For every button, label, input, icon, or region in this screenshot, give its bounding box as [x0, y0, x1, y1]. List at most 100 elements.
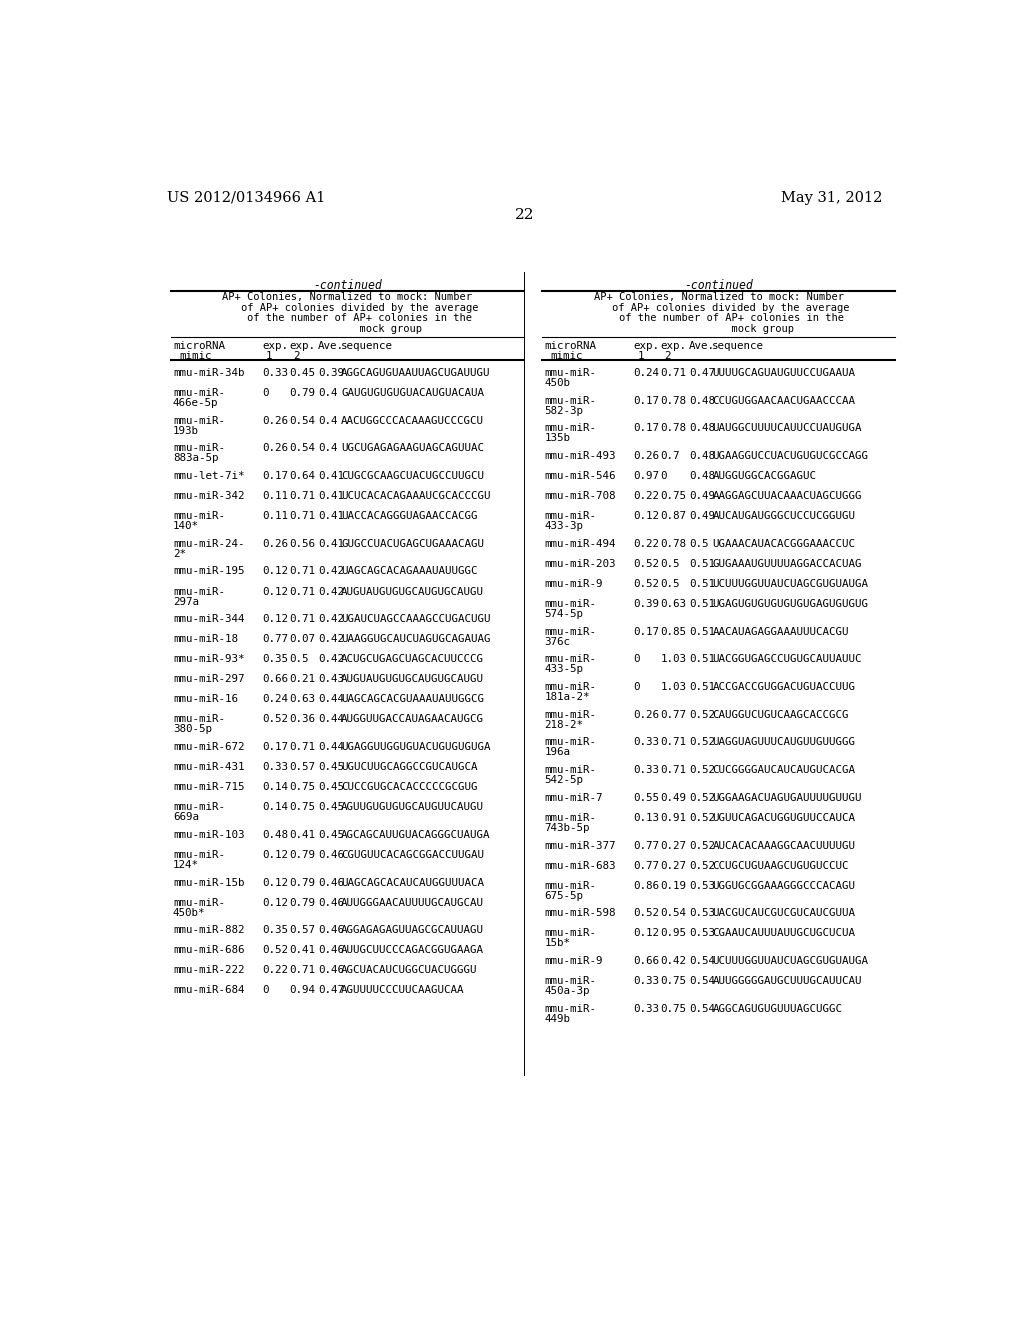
Text: 0.42: 0.42: [317, 655, 344, 664]
Text: 0.75: 0.75: [289, 803, 315, 812]
Text: UAGCAGCACAGAAAUAUUGGC: UAGCAGCACAGAAAUAUUGGC: [341, 566, 477, 577]
Text: 0.51: 0.51: [689, 655, 715, 664]
Text: mmu-miR-: mmu-miR-: [544, 424, 596, 433]
Text: AUUGGGGGAUGCUUUGCAUUCAU: AUUGGGGGAUGCUUUGCAUUCAU: [713, 977, 862, 986]
Text: 0.42: 0.42: [317, 586, 344, 597]
Text: -continued: -continued: [313, 280, 382, 292]
Text: UGAGUGUGUGUGUGUGAGUGUGUG: UGAGUGUGUGUGUGUGAGUGUGUG: [713, 599, 868, 609]
Text: mmu-miR-: mmu-miR-: [544, 928, 596, 939]
Text: AGUUGUGUGUGCAUGUUCAUGU: AGUUGUGUGUGCAUGUUCAUGU: [341, 803, 484, 812]
Text: 0.41: 0.41: [317, 539, 344, 549]
Text: AGGAGAGAGUUAGCGCAUUAGU: AGGAGAGAGUUAGCGCAUUAGU: [341, 925, 484, 936]
Text: AGGCAGUGUAAUUAGCUGAUUGU: AGGCAGUGUAAUUAGCUGAUUGU: [341, 368, 490, 378]
Text: 0.45: 0.45: [317, 830, 344, 840]
Text: Ave.: Ave.: [317, 341, 344, 351]
Text: 0.26: 0.26: [633, 451, 659, 461]
Text: AGCUACAUCUGGCUACUGGGU: AGCUACAUCUGGCUACUGGGU: [341, 965, 477, 975]
Text: of the number of AP+ colonies in the: of the number of AP+ colonies in the: [222, 313, 472, 323]
Text: mmu-miR-: mmu-miR-: [544, 599, 596, 609]
Text: UCUUUGGUUAUCUAGCGUGUAUGA: UCUUUGGUUAUCUAGCGUGUAUGA: [713, 956, 868, 966]
Text: 0.13: 0.13: [633, 813, 659, 822]
Text: AUCAUGAUGGGCUCCUCGGUGU: AUCAUGAUGGGCUCCUCGGUGU: [713, 511, 855, 521]
Text: 0.52: 0.52: [689, 766, 715, 775]
Text: UCUCACACAGAAAUCGCACCCGU: UCUCACACAGAAAUCGCACCCGU: [341, 491, 490, 502]
Text: 0: 0: [262, 388, 268, 397]
Text: UACGUCAUCGUCGUCAUCGUUA: UACGUCAUCGUCGUCAUCGUUA: [713, 908, 855, 919]
Text: UUUUGCAGUAUGUUCCUGAAUA: UUUUGCAGUAUGUUCCUGAAUA: [713, 368, 855, 378]
Text: 297a: 297a: [173, 597, 199, 606]
Text: 0.49: 0.49: [689, 491, 715, 502]
Text: 0.52: 0.52: [689, 841, 715, 850]
Text: UGAUCUAGCCAAAGCCUGACUGU: UGAUCUAGCCAAAGCCUGACUGU: [341, 614, 490, 624]
Text: mmu-miR-: mmu-miR-: [544, 627, 596, 636]
Text: AUGUAUGUGUGCAUGUGCAUGU: AUGUAUGUGUGCAUGUGCAUGU: [341, 675, 484, 684]
Text: 0.27: 0.27: [660, 841, 686, 850]
Text: 0.54: 0.54: [289, 444, 315, 453]
Text: 0.19: 0.19: [660, 880, 686, 891]
Text: 0.46: 0.46: [317, 850, 344, 859]
Text: mmu-miR-103: mmu-miR-103: [173, 830, 245, 840]
Text: mmu-miR-715: mmu-miR-715: [173, 781, 245, 792]
Text: mmu-miR-: mmu-miR-: [544, 682, 596, 692]
Text: 0.41: 0.41: [289, 945, 315, 956]
Text: UAAGGUGCAUCUAGUGCAGAUAG: UAAGGUGCAUCUAGUGCAGAUAG: [341, 635, 490, 644]
Text: 0.78: 0.78: [660, 539, 686, 549]
Text: 196a: 196a: [544, 747, 570, 758]
Text: AAGGAGCUUACAAACUAGCUGGG: AAGGAGCUUACAAACUAGCUGGG: [713, 491, 862, 502]
Text: mmu-miR-7: mmu-miR-7: [544, 793, 603, 803]
Text: 0.64: 0.64: [289, 471, 315, 480]
Text: 0.14: 0.14: [262, 803, 288, 812]
Text: 0.49: 0.49: [689, 511, 715, 521]
Text: 0.77: 0.77: [633, 861, 659, 871]
Text: 0.42: 0.42: [317, 635, 344, 644]
Text: 0.52: 0.52: [633, 908, 659, 919]
Text: 0.66: 0.66: [633, 956, 659, 966]
Text: 380-5p: 380-5p: [173, 725, 212, 734]
Text: 0.44: 0.44: [317, 742, 344, 752]
Text: 0.07: 0.07: [289, 635, 315, 644]
Text: 0.78: 0.78: [660, 424, 686, 433]
Text: mmu-miR-: mmu-miR-: [544, 813, 596, 822]
Text: 0.52: 0.52: [633, 558, 659, 569]
Text: exp.: exp.: [660, 341, 686, 351]
Text: 0.51: 0.51: [689, 627, 715, 636]
Text: 1.03: 1.03: [660, 655, 686, 664]
Text: 0.12: 0.12: [262, 878, 288, 887]
Text: CGAAUCAUUUAUUGCUGCUCUA: CGAAUCAUUUAUUGCUGCUCUA: [713, 928, 855, 939]
Text: 0.17: 0.17: [633, 627, 659, 636]
Text: 0.51: 0.51: [689, 682, 715, 692]
Text: microRNA: microRNA: [544, 341, 596, 351]
Text: UGUCUUGCAGGCCGUCAUGCA: UGUCUUGCAGGCCGUCAUGCA: [341, 762, 477, 772]
Text: 0.46: 0.46: [317, 898, 344, 908]
Text: 450b*: 450b*: [173, 908, 206, 917]
Text: AUGGUGGCACGGAGUC: AUGGUGGCACGGAGUC: [713, 471, 816, 480]
Text: mmu-miR-: mmu-miR-: [544, 738, 596, 747]
Text: 0.33: 0.33: [262, 762, 288, 772]
Text: AP+ Colonies, Normalized to mock: Number: AP+ Colonies, Normalized to mock: Number: [594, 293, 844, 302]
Text: mmu-miR-: mmu-miR-: [173, 388, 225, 397]
Text: 0.17: 0.17: [262, 742, 288, 752]
Text: 0.5: 0.5: [289, 655, 308, 664]
Text: 0.55: 0.55: [633, 793, 659, 803]
Text: 542-5p: 542-5p: [544, 775, 584, 785]
Text: 0.85: 0.85: [660, 627, 686, 636]
Text: 0.71: 0.71: [289, 491, 315, 502]
Text: mmu-miR-: mmu-miR-: [544, 880, 596, 891]
Text: 0.42: 0.42: [317, 614, 344, 624]
Text: 0.51: 0.51: [689, 579, 715, 589]
Text: 135b: 135b: [544, 433, 570, 444]
Text: 574-5p: 574-5p: [544, 609, 584, 619]
Text: 0.52: 0.52: [689, 793, 715, 803]
Text: 0.54: 0.54: [289, 416, 315, 425]
Text: 0.48: 0.48: [689, 424, 715, 433]
Text: 0.77: 0.77: [633, 841, 659, 850]
Text: 0.71: 0.71: [289, 742, 315, 752]
Text: 0.78: 0.78: [660, 396, 686, 405]
Text: 0.26: 0.26: [262, 539, 288, 549]
Text: 0.79: 0.79: [289, 878, 315, 887]
Text: 0.33: 0.33: [262, 368, 288, 378]
Text: 0.51: 0.51: [689, 599, 715, 609]
Text: 0.56: 0.56: [289, 539, 315, 549]
Text: mock group: mock group: [272, 323, 422, 334]
Text: 0.52: 0.52: [262, 714, 288, 725]
